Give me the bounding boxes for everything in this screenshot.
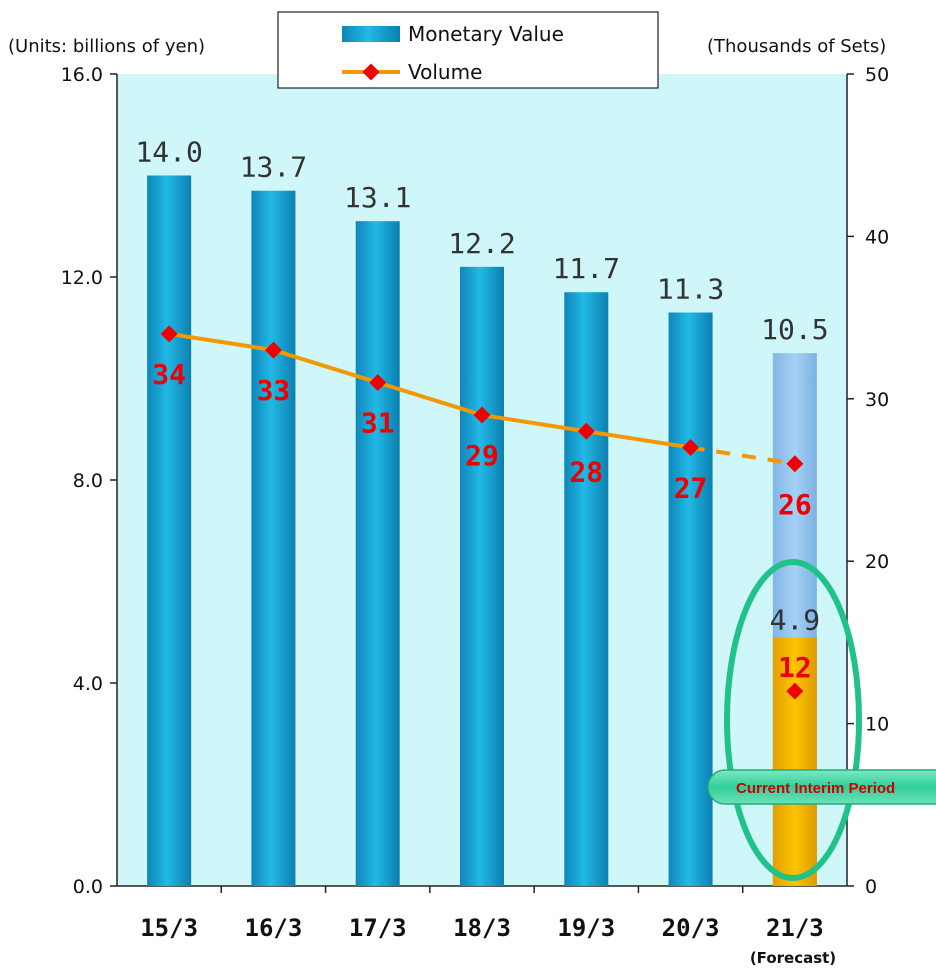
volume-marker-16-3 xyxy=(264,341,282,359)
left-axis-unit: (Units: billions of yen) xyxy=(8,36,205,57)
interim-badge: Current Interim Period xyxy=(707,769,936,805)
volume-marker-interim xyxy=(786,682,804,700)
bar-value-label: 11.7 xyxy=(553,252,620,285)
legend: Monetary Value Volume xyxy=(277,11,659,89)
category-label: 16/3 xyxy=(245,914,303,942)
legend-box xyxy=(277,11,659,89)
bar-18-3 xyxy=(460,266,504,887)
bar-20-3 xyxy=(668,312,713,886)
bar-15-3 xyxy=(147,175,192,886)
volume-marker-15-3 xyxy=(160,325,178,343)
right-axis-tick-label: 50 xyxy=(865,64,889,86)
left-axis-tick-label: 16.0 xyxy=(61,64,103,86)
bar-interim-period xyxy=(772,637,817,886)
category-label: 18/3 xyxy=(453,914,511,942)
category-labels: 15/3 16/3 17/3 18/3 19/3 20/3 21/3 xyxy=(140,914,824,942)
right-axis-tick-label: 20 xyxy=(865,551,889,573)
right-axis-tick-label: 0 xyxy=(865,876,877,898)
interim-volume-label: 12 xyxy=(778,651,812,684)
left-axis-tick-label: 0.0 xyxy=(73,876,103,898)
left-axis-tick-label: 12.0 xyxy=(61,267,103,289)
right-axis-tick-label: 10 xyxy=(865,714,889,736)
volume-value-label: 26 xyxy=(778,488,812,521)
interim-highlight-ellipse xyxy=(724,559,862,881)
category-label: 21/3 xyxy=(766,914,824,942)
interim-value-label: 4.9 xyxy=(770,603,821,636)
bar-value-label: 13.1 xyxy=(344,181,411,214)
volume-value-label: 29 xyxy=(465,439,499,472)
right-axis-tick-label: 30 xyxy=(865,389,889,411)
left-axis-tick-label: 4.0 xyxy=(73,673,103,695)
volume-line-forecast xyxy=(690,445,796,466)
right-axis-unit: (Thousands of Sets) xyxy=(707,36,886,57)
bar-16-3 xyxy=(251,190,296,887)
volume-value-label: 27 xyxy=(674,472,708,505)
legend-label-monetary-value: Monetary Value xyxy=(408,22,564,46)
left-axis-tick-label: 8.0 xyxy=(73,470,103,492)
bar-value-label: 10.5 xyxy=(761,313,828,346)
volume-marker-17-3 xyxy=(369,374,387,392)
bar-17-3 xyxy=(355,221,400,887)
category-label: 17/3 xyxy=(349,914,407,942)
data-labels: 14.0 13.7 13.1 12.2 11.7 11.3 10.5 34 33 31 29 28 27… xyxy=(135,136,828,685)
forecast-note: (Forecast) xyxy=(750,949,836,967)
volume-marker-18-3 xyxy=(473,406,491,424)
volume-value-label: 31 xyxy=(361,407,395,440)
volume-value-label: 34 xyxy=(152,358,186,391)
legend-label-volume: Volume xyxy=(408,60,482,84)
category-label: 20/3 xyxy=(662,914,720,942)
volume-marker-19-3 xyxy=(577,422,595,440)
category-label: 19/3 xyxy=(557,914,615,942)
category-label: 15/3 xyxy=(140,914,198,942)
bar-value-label: 13.7 xyxy=(240,151,307,184)
bar-value-label: 11.3 xyxy=(657,273,724,306)
volume-marker-20-3 xyxy=(682,439,700,457)
volume-marker-21-3 xyxy=(786,455,804,473)
legend-swatch-volume-marker xyxy=(362,63,380,81)
interim-badge-shape xyxy=(707,769,936,805)
volume-value-label: 28 xyxy=(569,455,603,488)
interim-badge-label: Current Interim Period xyxy=(736,780,895,797)
legend-swatch-monetary-value xyxy=(342,26,400,42)
bar-value-label: 12.2 xyxy=(448,227,515,260)
right-axis: 0 10 20 30 40 50 xyxy=(846,64,889,898)
volume-line-solid xyxy=(168,331,691,450)
right-axis-tick-label: 40 xyxy=(865,226,889,248)
bar-value-label: 14.0 xyxy=(135,136,202,169)
volume-value-label: 33 xyxy=(257,374,291,407)
bar-19-3 xyxy=(564,292,609,887)
volume-line xyxy=(160,325,804,700)
